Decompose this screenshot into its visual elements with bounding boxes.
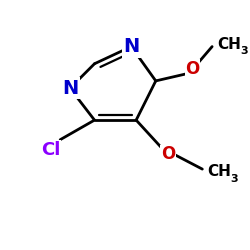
Text: Cl: Cl xyxy=(41,140,60,158)
Text: N: N xyxy=(62,79,78,98)
Text: CH: CH xyxy=(207,164,231,179)
Text: 3: 3 xyxy=(230,174,238,184)
Text: O: O xyxy=(186,60,200,78)
Text: N: N xyxy=(123,37,140,56)
Text: 3: 3 xyxy=(240,46,248,56)
Text: CH: CH xyxy=(217,37,241,52)
Text: O: O xyxy=(161,146,175,164)
